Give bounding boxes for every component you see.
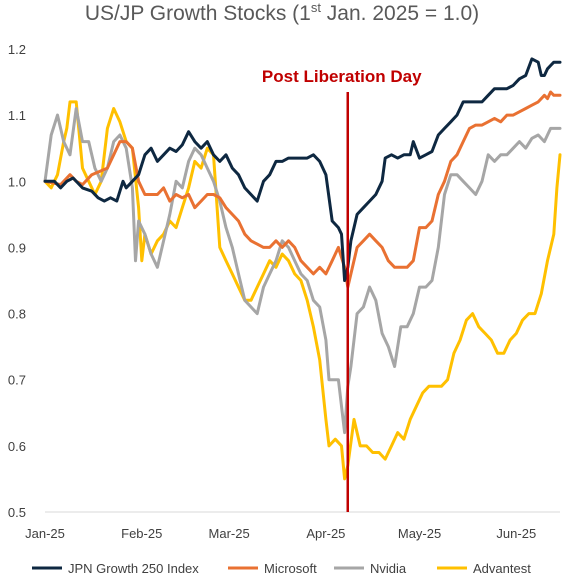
legend-label: Microsoft	[264, 561, 317, 576]
x-tick-label: Mar-25	[209, 526, 250, 541]
x-tick-label: May-25	[398, 526, 441, 541]
legend: JPN Growth 250 Index Microsoft Nvidia Advan…	[32, 561, 531, 576]
x-tick-label: Jan-25	[25, 526, 65, 541]
plot-area	[43, 57, 562, 481]
x-tick-label: Jun-25	[496, 526, 536, 541]
y-tick-label: 0.7	[8, 373, 26, 388]
y-tick-label: 1.0	[8, 174, 26, 189]
x-tick-label: Apr-25	[306, 526, 345, 541]
y-axis: 0.5 0.6 0.7 0.8 0.9 1.0 1.1 1.2	[8, 42, 26, 520]
y-tick-label: 0.6	[8, 439, 26, 454]
legend-label: Advantest	[473, 561, 531, 576]
y-tick-label: 0.9	[8, 240, 26, 255]
series-line	[43, 107, 562, 435]
y-tick-label: 1.1	[8, 108, 26, 123]
annotation-label: Post Liberation Day	[262, 67, 422, 86]
legend-label: Nvidia	[370, 561, 407, 576]
series-line	[43, 90, 562, 289]
y-tick-label: 0.5	[8, 505, 26, 520]
x-axis: Jan-25 Feb-25 Mar-25 Apr-25 May-25 Jun-25	[25, 526, 536, 541]
chart-title: US/JP Growth Stocks (1st Jan. 2025 = 1.0…	[85, 0, 479, 25]
y-tick-label: 1.2	[8, 42, 26, 57]
legend-label: JPN Growth 250 Index	[68, 561, 199, 576]
x-tick-label: Feb-25	[121, 526, 162, 541]
series-line	[43, 57, 562, 282]
y-tick-label: 0.8	[8, 307, 26, 322]
